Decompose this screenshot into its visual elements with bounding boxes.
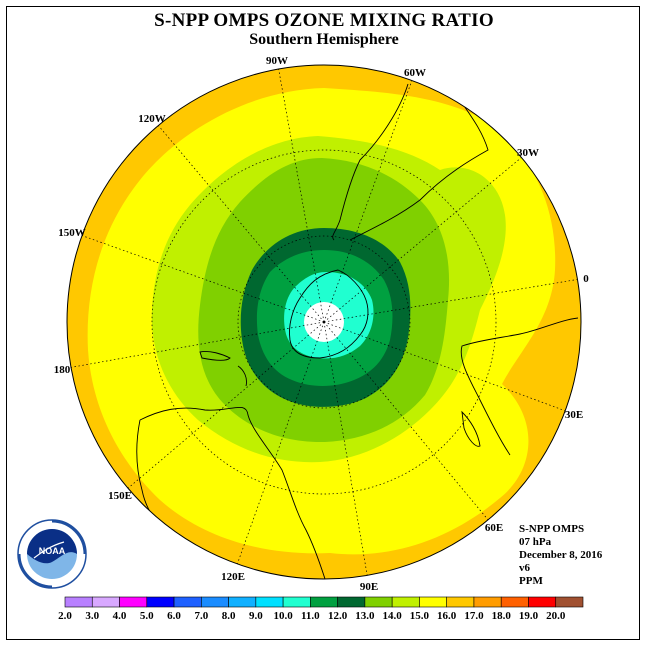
date-label: December 8, 2016	[519, 549, 603, 561]
map-subtitle: Southern Hemisphere	[249, 31, 399, 48]
colorbar-swatch	[201, 596, 229, 608]
latitude-circle	[151, 149, 497, 495]
south-america-coast	[332, 83, 489, 241]
map-title: S-NPP OMPS OZONE MIXING RATIO	[154, 10, 494, 31]
longitude-label: 150E	[108, 490, 132, 502]
longitude-labels: 90W 60W 30W 0 30E 60E 90E 120E 150E 180 150W 120W	[54, 55, 590, 593]
info-block: S-NPP OMPS 07 hPa December 8, 2016 v6 PP…	[519, 523, 602, 588]
longitude-label: 0	[583, 273, 589, 285]
longitude-label: 30W	[517, 147, 539, 159]
meridian-line	[81, 235, 325, 323]
colorbar-tick-label: 11.0	[301, 610, 320, 622]
instrument-label: S-NPP OMPS	[519, 523, 585, 535]
colorbar-swatch	[473, 596, 502, 608]
colorbar-swatches	[64, 596, 584, 608]
colorbar-swatch	[337, 596, 366, 608]
meridian-line	[323, 80, 413, 323]
longitude-label: 60E	[485, 522, 503, 534]
new-zealand-coast	[199, 351, 247, 387]
meridian-line	[127, 321, 325, 489]
colorbar-swatch	[119, 596, 148, 608]
colorbar-tick-label: 3.0	[85, 610, 99, 622]
colorbar-tick-label: 8.0	[222, 610, 236, 622]
antarctica-coast	[289, 269, 369, 359]
colorbar-tick-label: 16.0	[437, 610, 457, 622]
colorbar-tick-label: 10.0	[273, 610, 293, 622]
colorbar-tick-label: 19.0	[519, 610, 539, 622]
colorbar-tick-label: 13.0	[355, 610, 375, 622]
colorbar-tick-label: 9.0	[249, 610, 263, 622]
svg-text:NOAA: NOAA	[39, 546, 66, 556]
colorbar-tick-label: 5.0	[140, 610, 154, 622]
colorbar-swatch	[528, 596, 557, 608]
madagascar-coast	[461, 410, 481, 447]
africa-coast	[460, 317, 579, 456]
colorbar-swatch	[391, 596, 420, 608]
version-label: v6	[519, 562, 530, 574]
colorbar-tick-label: 6.0	[167, 610, 181, 622]
colorbar-swatch	[91, 596, 120, 608]
colorbar-swatch	[446, 596, 475, 608]
meridian-line	[278, 68, 325, 323]
colorbar-ticks: 2.0 3.0 4.0 5.0 6.0 7.0 8.0 9.0 10.0 11.0 12.0 13.0…	[58, 610, 566, 622]
meridians	[70, 68, 578, 576]
colorbar-swatch	[146, 596, 175, 608]
colorbar-tick-label: 17.0	[464, 610, 484, 622]
colorbar-swatch	[555, 596, 584, 608]
meridian-line	[158, 125, 325, 323]
meridian-line	[323, 157, 522, 323]
meridian-line	[323, 321, 489, 521]
colorbar-tick-label: 4.0	[113, 610, 127, 622]
colorbar-swatch	[500, 596, 529, 608]
colorbar-tick-label: 14.0	[383, 610, 403, 622]
meridian-line	[323, 321, 566, 412]
longitude-label: 120W	[138, 113, 166, 125]
meridian-line	[236, 321, 325, 565]
ozone-field	[67, 65, 581, 579]
colorbar-tick-label: 18.0	[492, 610, 512, 622]
pressure-level: 07 hPa	[519, 536, 552, 548]
latitude-circle	[237, 235, 411, 409]
colorbar-tick-label: 7.0	[194, 610, 208, 622]
meridian-line	[70, 321, 325, 368]
colorbar-swatch	[419, 596, 447, 608]
meridian-line	[323, 321, 368, 576]
colorbar-tick-label: 2.0	[58, 610, 72, 622]
colorbar-swatch	[228, 596, 257, 608]
graticule	[70, 68, 578, 576]
colorbar-tick-label: 20.0	[546, 610, 566, 622]
colorbar-swatch	[255, 596, 284, 608]
noaa-logo: NOAA	[17, 519, 87, 589]
longitude-label: 60W	[404, 67, 426, 79]
colorbar-swatch	[282, 596, 311, 608]
map-boundary	[66, 64, 582, 580]
longitude-label: 30E	[565, 409, 583, 421]
units-label: PPM	[519, 575, 543, 587]
colorbar-swatch	[364, 596, 393, 608]
colorbar-tick-label: 12.0	[328, 610, 348, 622]
colorbar-swatch	[64, 596, 93, 608]
figure-frame	[6, 6, 640, 640]
longitude-label: 120E	[221, 571, 245, 583]
longitude-label: 180	[54, 364, 71, 376]
colorbar-swatch	[310, 596, 338, 608]
longitude-label: 90W	[266, 55, 288, 67]
longitude-label: 90E	[360, 581, 378, 593]
longitude-label: 150W	[58, 227, 86, 239]
colorbar-tick-label: 15.0	[410, 610, 430, 622]
meridian-line	[323, 279, 578, 323]
colorbar-swatch	[173, 596, 202, 608]
